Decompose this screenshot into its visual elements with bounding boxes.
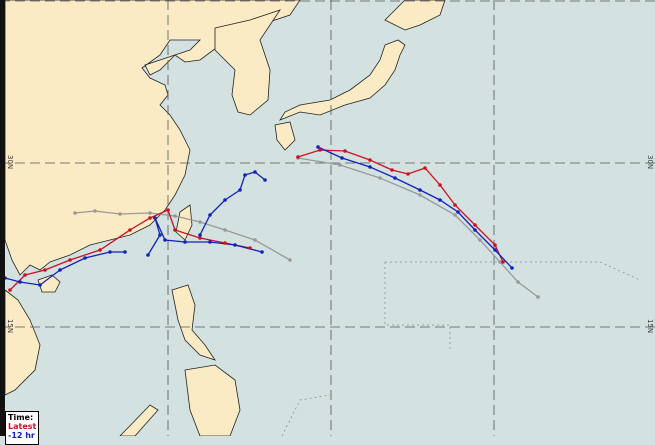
- track-point: [296, 155, 300, 159]
- track-point: [43, 268, 47, 272]
- track-point: [473, 228, 477, 232]
- track-point: [478, 238, 482, 242]
- track-blue-mid: [147, 217, 263, 256]
- track-point: [73, 211, 77, 215]
- legend-item-latest: Latest: [8, 422, 37, 431]
- track-point: [248, 246, 252, 250]
- lat-label-15n-left: 15N: [6, 319, 14, 334]
- track-point: [263, 178, 267, 182]
- track-red-west: [9, 209, 251, 291]
- typhoon-track-map: [0, 0, 655, 436]
- track-point: [18, 280, 22, 284]
- land-kyushu: [274, 121, 296, 151]
- track-point: [223, 228, 227, 232]
- land: [4, 0, 446, 436]
- land-korea: [214, 9, 281, 116]
- track-point: [501, 260, 505, 264]
- land-vietnam: [4, 289, 41, 396]
- legend-title: Time:: [8, 413, 34, 422]
- track-point: [438, 198, 442, 202]
- track-point: [493, 243, 497, 247]
- track-point: [173, 228, 177, 232]
- track-point: [153, 216, 157, 220]
- track-point: [338, 163, 342, 167]
- track-point: [108, 250, 112, 254]
- land-hokkaido: [384, 0, 446, 31]
- track-point: [253, 170, 257, 174]
- track-point: [238, 188, 242, 192]
- track-point: [163, 238, 167, 242]
- track-point: [93, 209, 97, 213]
- track-point: [223, 241, 227, 245]
- track-point: [418, 188, 422, 192]
- track-point: [118, 212, 122, 216]
- track-point: [98, 248, 102, 252]
- track-point: [516, 280, 520, 284]
- track-point: [58, 268, 62, 272]
- track-point: [253, 238, 257, 242]
- gridlines: [0, 0, 655, 436]
- track-point: [183, 240, 187, 244]
- track-point: [288, 258, 292, 262]
- lat-label-30n-left: 30N: [6, 155, 14, 170]
- track-point: [473, 223, 477, 227]
- land-palawan: [119, 404, 159, 436]
- track-point: [8, 288, 12, 292]
- track-red-east: [297, 149, 504, 263]
- land-japan: [279, 39, 406, 121]
- track-point: [198, 236, 202, 240]
- track-point: [343, 149, 347, 153]
- track-point: [198, 220, 202, 224]
- track-point: [340, 156, 344, 160]
- track-point: [23, 273, 27, 277]
- track-point: [198, 233, 202, 237]
- track-blue-east: [317, 146, 513, 269]
- track-point: [393, 176, 397, 180]
- track-point: [390, 168, 394, 172]
- land-luzon: [171, 284, 216, 361]
- track-point: [158, 233, 162, 237]
- track-point: [438, 183, 442, 187]
- track-point: [316, 145, 320, 149]
- left-border: [0, 0, 5, 436]
- legend: Time: Latest -12 hr: [5, 411, 39, 445]
- track-point: [260, 250, 264, 254]
- track-point: [148, 211, 152, 215]
- track-point: [378, 176, 382, 180]
- track-point: [368, 165, 372, 169]
- land-visayas: [184, 364, 241, 436]
- track-point: [166, 208, 170, 212]
- track-points: [3, 145, 540, 299]
- track-point: [146, 253, 150, 257]
- track-point: [498, 260, 502, 264]
- track-point: [510, 266, 514, 270]
- track-point: [453, 203, 457, 207]
- track-point: [456, 210, 460, 214]
- track-point: [148, 216, 152, 220]
- track-point: [68, 258, 72, 262]
- track-point: [418, 193, 422, 197]
- track-point: [318, 148, 322, 152]
- track-point: [233, 243, 237, 247]
- track-point: [493, 248, 497, 252]
- boundary-dotted: [281, 261, 641, 436]
- track-point: [38, 283, 42, 287]
- track-point: [123, 250, 127, 254]
- track-point: [243, 173, 247, 177]
- track-point: [453, 213, 457, 217]
- track-point: [208, 240, 212, 244]
- track-point: [406, 172, 410, 176]
- lat-label-30n-right: 30N: [646, 155, 654, 170]
- land-china: [4, 0, 301, 276]
- track-point: [223, 198, 227, 202]
- track-point: [83, 256, 87, 260]
- track-point: [368, 158, 372, 162]
- track-point: [536, 295, 540, 299]
- land-hainan: [37, 274, 61, 293]
- track-point: [128, 228, 132, 232]
- track-point: [423, 166, 427, 170]
- track-point: [208, 213, 212, 217]
- track-point: [173, 214, 177, 218]
- lat-label-15n-right: 15N: [646, 319, 654, 334]
